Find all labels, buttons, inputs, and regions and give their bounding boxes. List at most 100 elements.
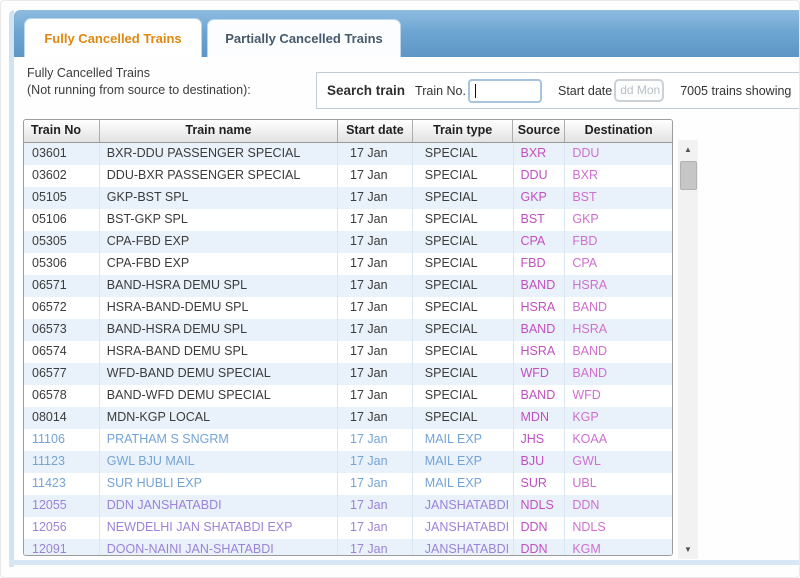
cell-start-date: 17 Jan [338,429,413,451]
cell-start-date: 17 Jan [338,341,413,363]
cell-source: DDU [514,165,566,187]
cell-train-name: HSRA-BAND-DEMU SPL [100,297,338,319]
scrollbar-thumb[interactable] [680,161,697,190]
cell-train-no: 12056 [24,517,100,539]
cell-destination: NDLS [572,520,606,534]
cell-train-name: NEWDELHI JAN SHATABDI EXP [100,517,338,539]
table-row[interactable]: 03601 BXR-DDU PASSENGER SPECIAL 17 Jan S… [24,143,672,165]
start-date-input[interactable]: dd Mon [614,79,665,102]
cell-train-no: 05306 [24,253,100,275]
cell-start-date: 17 Jan [338,165,413,187]
cell-train-name: GKP-BST SPL [100,187,338,209]
cell-train-type: SPECIAL [413,231,514,253]
table-row[interactable]: 05106 BST-GKP SPL 17 Jan SPECIAL BST GKP [24,209,672,231]
table-row[interactable]: 06573 BAND-HSRA DEMU SPL 17 Jan SPECIAL … [24,319,672,341]
cell-start-date: 17 Jan [338,209,413,231]
cell-start-date: 17 Jan [338,231,413,253]
cell-train-no: 03602 [24,165,100,187]
table-row[interactable]: 05305 CPA-FBD EXP 17 Jan SPECIAL CPA FBD [24,231,672,253]
train-no-input[interactable] [468,78,542,103]
cell-destination: BAND [572,344,608,358]
cell-source: BXR [514,143,566,165]
column-header-train-no: Train No [24,120,100,142]
cell-train-no: 11123 [24,451,100,473]
cell-train-type: SPECIAL [413,407,514,429]
table-row[interactable]: 06572 HSRA-BAND-DEMU SPL 17 Jan SPECIAL … [24,297,672,319]
cell-train-no: 06571 [24,275,100,297]
cell-start-date: 17 Jan [338,187,413,209]
section-title-line2: (Not running from source to destination)… [27,83,251,97]
cell-source: FBD [514,253,566,275]
table-header-row: Train No Train name Start date Train typ… [24,120,672,143]
table-row[interactable]: 06571 BAND-HSRA DEMU SPL 17 Jan SPECIAL … [24,275,672,297]
tab-bar: Fully Cancelled Trains Partially Cancell… [14,10,799,57]
cell-destination: BXR [572,168,599,182]
search-bar: Search train Train No. Start date dd Mon… [316,72,799,109]
cell-train-type: SPECIAL [413,209,514,231]
cell-train-name: BAND-HSRA DEMU SPL [100,275,338,297]
table-body: 03601 BXR-DDU PASSENGER SPECIAL 17 Jan S… [24,143,672,555]
section-title-line1: Fully Cancelled Trains [27,66,150,80]
cell-train-no: 05305 [24,231,100,253]
cell-destination: DDN [572,498,600,512]
cell-source: GKP [514,187,566,209]
table-row[interactable]: 12055 DDN JANSHATABDI 17 Jan JANSHATABDI… [24,495,672,517]
table-row[interactable]: 12056 NEWDELHI JAN SHATABDI EXP 17 Jan J… [24,517,672,539]
cell-train-type: SPECIAL [413,187,514,209]
tab-fully-cancelled-trains[interactable]: Fully Cancelled Trains [24,18,202,57]
cell-start-date: 17 Jan [338,385,413,407]
table-row[interactable]: 06578 BAND-WFD DEMU SPECIAL 17 Jan SPECI… [24,385,672,407]
cell-source: BJU [514,451,566,473]
table-row[interactable]: 12091 DOON-NAINI JAN-SHATABDI 17 Jan JAN… [24,539,672,555]
cell-train-name: MDN-KGP LOCAL [100,407,338,429]
cell-train-name: BXR-DDU PASSENGER SPECIAL [100,143,338,165]
tab-partially-cancelled-trains[interactable]: Partially Cancelled Trains [207,19,401,57]
scroll-down-icon[interactable]: ▼ [684,545,692,554]
cell-source: CPA [514,231,566,253]
cell-start-date: 17 Jan [338,297,413,319]
cell-train-no: 11106 [24,429,100,451]
table-row[interactable]: 06574 HSRA-BAND DEMU SPL 17 Jan SPECIAL … [24,341,672,363]
scroll-up-icon[interactable]: ▲ [684,145,692,154]
cell-train-name: HSRA-BAND DEMU SPL [100,341,338,363]
cell-source: BST [514,209,566,231]
table-row[interactable]: 11123 GWL BJU MAIL 17 Jan MAIL EXP BJU G… [24,451,672,473]
table-row[interactable]: 08014 MDN-KGP LOCAL 17 Jan SPECIAL MDN K… [24,407,672,429]
cell-source: HSRA [514,297,566,319]
cell-train-no: 11423 [24,473,100,495]
cell-start-date: 17 Jan [338,275,413,297]
cell-source: WFD [514,363,566,385]
table-row[interactable]: 03602 DDU-BXR PASSENGER SPECIAL 17 Jan S… [24,165,672,187]
table-row[interactable]: 05105 GKP-BST SPL 17 Jan SPECIAL GKP BST [24,187,672,209]
cell-source: NDLS [514,495,566,517]
cancelled-trains-table: Train No Train name Start date Train typ… [23,119,673,556]
table-row[interactable]: 11106 PRATHAM S SNGRM 17 Jan MAIL EXP JH… [24,429,672,451]
table-row[interactable]: 11423 SUR HUBLI EXP 17 Jan MAIL EXP SUR … [24,473,672,495]
cell-start-date: 17 Jan [338,253,413,275]
cell-train-name: DDN JANSHATABDI [100,495,338,517]
cell-train-type: MAIL EXP [413,451,514,473]
cell-destination: WFD [572,388,601,402]
cell-start-date: 17 Jan [338,473,413,495]
table-scrollbar[interactable]: ▲ ▼ [678,140,698,559]
trains-showing-count: 7005 trains showing [680,83,792,98]
cell-train-type: SPECIAL [413,165,514,187]
cell-train-name: CPA-FBD EXP [100,231,338,253]
cell-destination: FBD [572,234,598,248]
cell-start-date: 17 Jan [338,451,413,473]
cell-train-type: SPECIAL [413,143,514,165]
cell-train-type: MAIL EXP [413,429,514,451]
cell-train-name: GWL BJU MAIL [100,451,338,473]
column-header-start-date: Start date [338,120,413,142]
table-row[interactable]: 05306 CPA-FBD EXP 17 Jan SPECIAL FBD CPA [24,253,672,275]
cell-train-name: BST-GKP SPL [100,209,338,231]
cell-train-name: CPA-FBD EXP [100,253,338,275]
cell-start-date: 17 Jan [338,495,413,517]
cell-train-no: 06577 [24,363,100,385]
cell-start-date: 17 Jan [338,517,413,539]
cell-source: SUR [514,473,566,495]
table-row[interactable]: 06577 WFD-BAND DEMU SPECIAL 17 Jan SPECI… [24,363,672,385]
cell-train-no: 08014 [24,407,100,429]
column-header-source: Source [513,120,566,142]
